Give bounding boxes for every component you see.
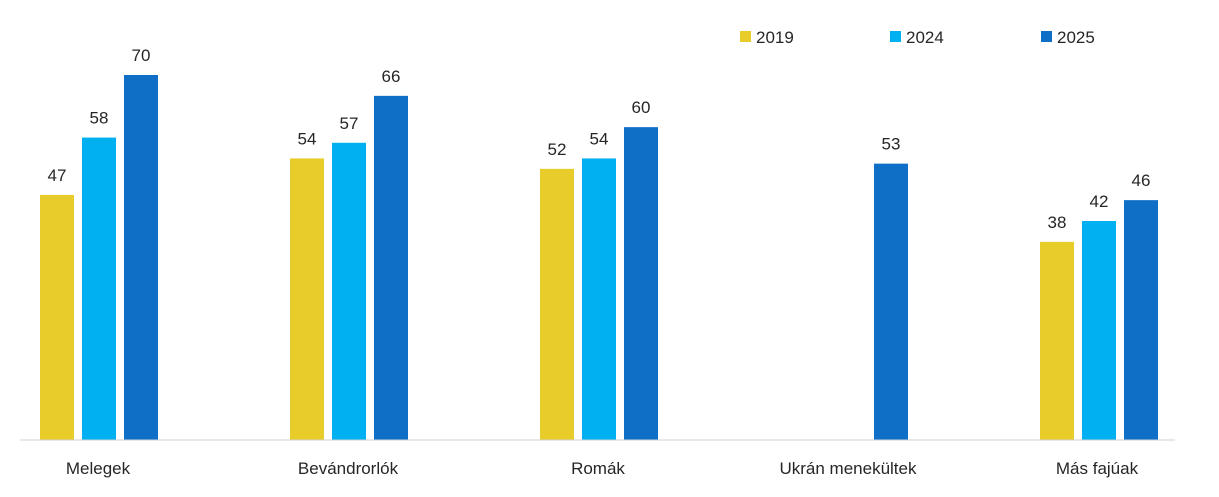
category-label-2: Romák bbox=[571, 459, 625, 478]
bar-2024-2 bbox=[582, 158, 616, 440]
data-label-2019-1: 54 bbox=[298, 129, 317, 148]
bar-2019-1 bbox=[290, 158, 324, 440]
legend-swatch-2019 bbox=[740, 31, 751, 42]
bar-2019-4 bbox=[1040, 241, 1074, 440]
bar-2025-1 bbox=[374, 95, 408, 440]
bar-2025-2 bbox=[624, 127, 658, 441]
category-label-3: Ukrán menekültek bbox=[779, 459, 917, 478]
data-label-2019-4: 38 bbox=[1048, 213, 1067, 232]
data-label-2025-2: 60 bbox=[632, 98, 651, 117]
legend-swatch-2024 bbox=[890, 31, 901, 42]
data-label-2024-4: 42 bbox=[1090, 192, 1109, 211]
data-label-2024-2: 54 bbox=[590, 129, 609, 148]
legend-label-2025: 2025 bbox=[1057, 28, 1095, 47]
data-label-2019-2: 52 bbox=[548, 140, 567, 159]
bar-2019-0 bbox=[40, 194, 74, 440]
data-label-2025-4: 46 bbox=[1132, 171, 1151, 190]
data-label-2025-0: 70 bbox=[132, 46, 151, 65]
data-label-2025-3: 53 bbox=[882, 135, 901, 154]
data-label-2024-1: 57 bbox=[340, 114, 359, 133]
bar-2019-2 bbox=[540, 168, 574, 440]
category-label-0: Melegek bbox=[66, 459, 131, 478]
bar-2024-1 bbox=[332, 142, 366, 441]
bar-2024-0 bbox=[82, 137, 116, 441]
legend-label-2019: 2019 bbox=[756, 28, 794, 47]
bar-2025-0 bbox=[124, 75, 158, 440]
data-label-2025-1: 66 bbox=[382, 67, 401, 86]
category-label-4: Más fajúak bbox=[1056, 459, 1139, 478]
category-labels: Melegek Bevándrorlók Romák Ukrán menekültek… bbox=[66, 459, 1139, 478]
legend-swatch-2025 bbox=[1041, 31, 1052, 42]
data-label-2019-0: 47 bbox=[48, 166, 67, 185]
data-label-2024-0: 58 bbox=[90, 109, 109, 128]
bar-2025-3 bbox=[874, 163, 908, 440]
legend: 2019 2024 2025 bbox=[740, 28, 1095, 47]
bar-2024-4 bbox=[1082, 221, 1116, 440]
legend-label-2024: 2024 bbox=[906, 28, 944, 47]
category-label-1: Bevándrorlók bbox=[298, 459, 399, 478]
bar-2025-4 bbox=[1124, 200, 1158, 440]
bars bbox=[40, 75, 1158, 441]
data-labels: 47 58 70 54 57 66 52 54 60 53 38 42 46 bbox=[48, 46, 1151, 232]
